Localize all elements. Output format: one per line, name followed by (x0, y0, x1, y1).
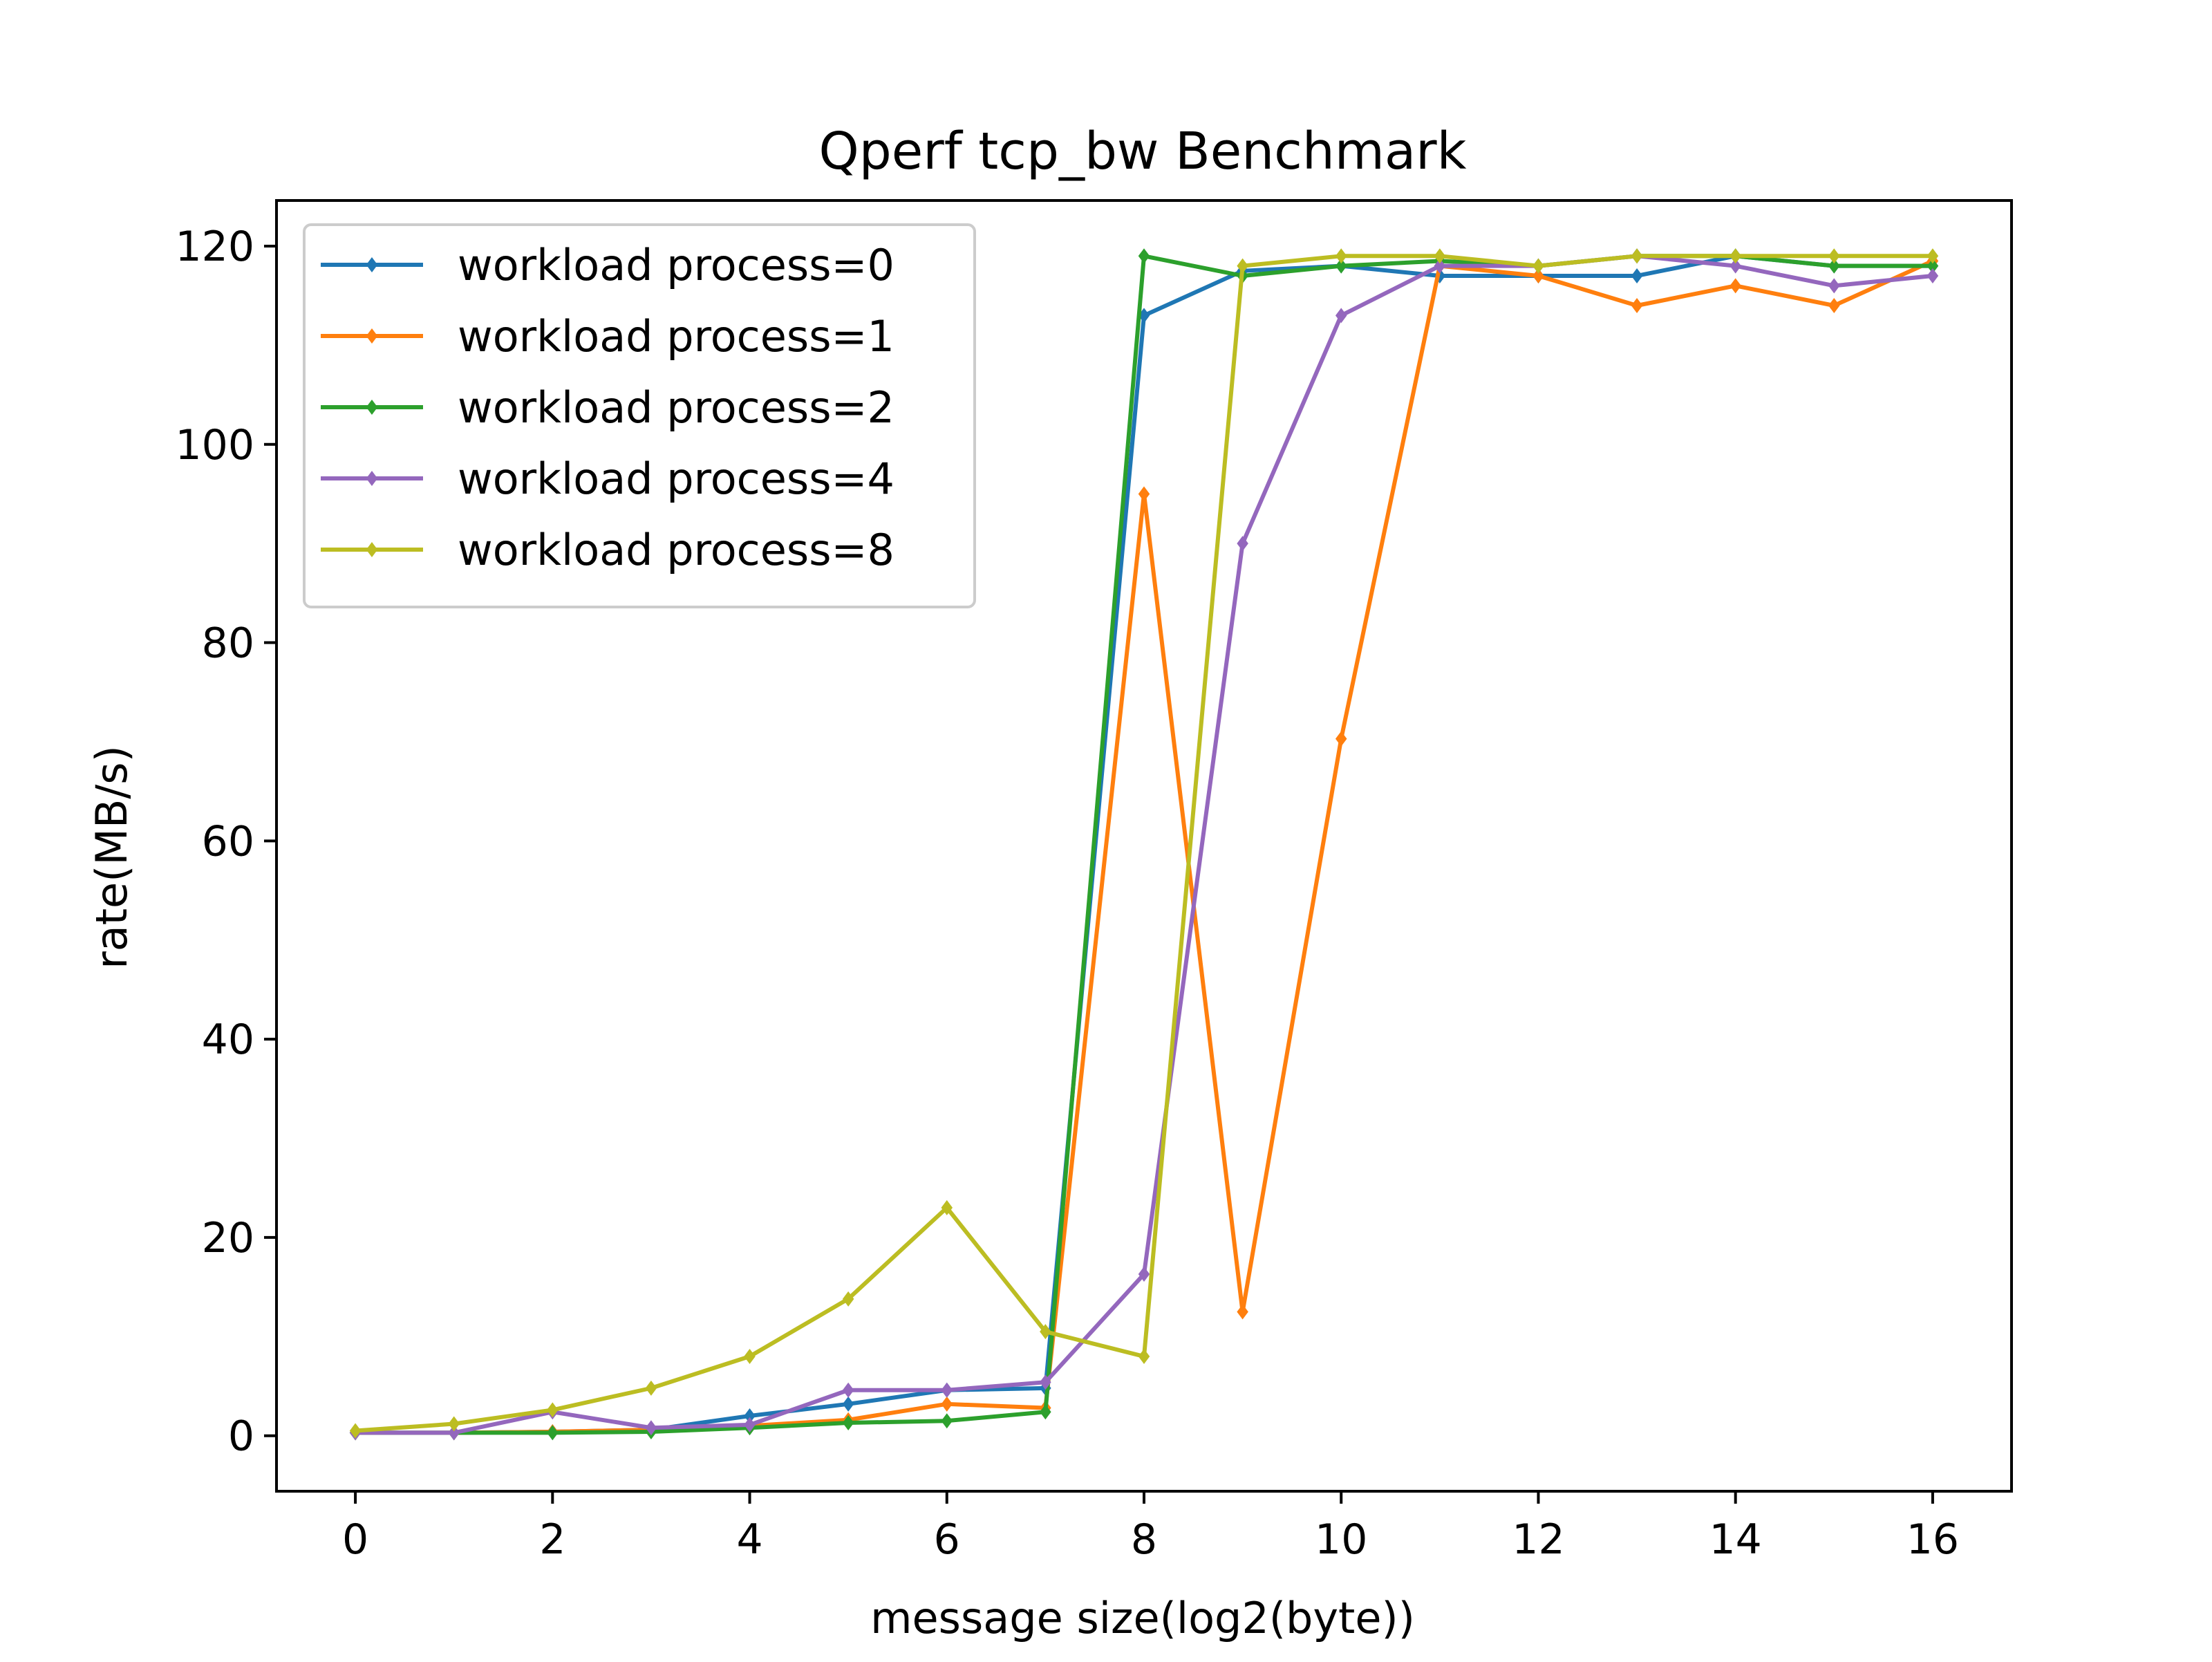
data-point (744, 1417, 756, 1432)
x-tick-label: 16 (1906, 1515, 1959, 1564)
legend-marker (366, 257, 378, 272)
legend-item: workload process=1 (321, 311, 894, 362)
data-point (1434, 248, 1446, 264)
data-point (1730, 278, 1741, 294)
x-tick-label: 14 (1709, 1515, 1762, 1564)
data-point (744, 1408, 756, 1424)
legend: workload process=0 workload process=1 work… (303, 223, 976, 608)
data-point (1138, 248, 1150, 264)
data-point (1138, 1348, 1150, 1364)
data-point (1335, 731, 1347, 747)
data-point (1138, 486, 1150, 502)
x-tick-label: 10 (1315, 1515, 1367, 1564)
data-point (1927, 258, 1939, 274)
data-point (1631, 268, 1643, 283)
x-axis: 0 2 4 6 8 10 12 14 16 (342, 1491, 1959, 1564)
data-point (1730, 248, 1741, 264)
data-point (1828, 258, 1840, 274)
data-point (1040, 1324, 1051, 1340)
x-tick-label: 0 (342, 1515, 368, 1564)
legend-marker (366, 471, 378, 486)
y-tick-label: 0 (228, 1412, 254, 1461)
series-4 (349, 248, 1939, 1439)
data-point (547, 1402, 559, 1418)
data-point (1828, 278, 1840, 294)
data-point (1138, 1266, 1150, 1282)
legend-item: workload process=0 (321, 240, 894, 290)
legend-item: workload process=8 (321, 525, 894, 575)
data-point (941, 1413, 953, 1429)
legend-item: workload process=4 (321, 454, 894, 504)
data-point (1927, 248, 1939, 264)
data-point (941, 1396, 953, 1412)
x-tick-label: 4 (736, 1515, 762, 1564)
data-point (1631, 248, 1643, 264)
legend-marker (366, 400, 378, 415)
x-tick-label: 8 (1131, 1515, 1157, 1564)
data-point (842, 1382, 854, 1398)
data-point (645, 1420, 657, 1436)
data-point (1335, 308, 1347, 324)
legend-label: workload process=2 (458, 382, 894, 433)
data-point (744, 1348, 756, 1364)
data-point (1335, 248, 1347, 264)
data-point (1828, 297, 1840, 313)
data-point (842, 1396, 854, 1412)
legend-marker (366, 542, 378, 557)
data-point (1533, 268, 1544, 283)
chart-title: Qperf tcp_bw Benchmark (819, 122, 1467, 181)
legend-label: workload process=1 (458, 311, 894, 362)
y-tick-label: 80 (202, 619, 254, 668)
data-point (941, 1382, 953, 1398)
y-axis: 0 20 40 60 80 100 120 (175, 223, 276, 1461)
legend-box (303, 223, 976, 608)
data-point (842, 1291, 854, 1307)
data-point (1040, 1404, 1051, 1420)
data-point (1434, 258, 1446, 274)
data-point (547, 1425, 559, 1441)
legend-label: workload process=8 (458, 525, 894, 575)
data-point (349, 1423, 362, 1439)
y-tick-label: 60 (202, 817, 254, 866)
data-point (1040, 1374, 1051, 1390)
data-point (1730, 258, 1741, 274)
x-tick-label: 2 (539, 1515, 565, 1564)
data-point (1533, 258, 1544, 274)
data-point (448, 1425, 460, 1441)
y-tick-label: 40 (202, 1016, 254, 1064)
y-axis-label: rate(MB/s) (86, 745, 137, 969)
data-point (1927, 268, 1939, 283)
data-point (645, 1380, 657, 1396)
x-tick-label: 6 (934, 1515, 960, 1564)
data-point (1828, 248, 1840, 264)
data-point (941, 1199, 953, 1215)
data-point (1237, 536, 1248, 552)
data-point (448, 1416, 460, 1432)
y-tick-label: 120 (175, 223, 254, 271)
x-tick-label: 12 (1512, 1515, 1564, 1564)
data-point (1631, 297, 1643, 313)
legend-label: workload process=0 (458, 240, 894, 290)
data-point (1237, 258, 1248, 274)
data-point (842, 1415, 854, 1431)
x-axis-label: message size(log2(byte)) (870, 1593, 1415, 1643)
data-point (1335, 258, 1347, 274)
plot-series (349, 248, 1939, 1441)
y-tick-label: 100 (175, 421, 254, 469)
legend-item: workload process=2 (321, 382, 894, 433)
y-tick-label: 20 (202, 1214, 254, 1262)
legend-label: workload process=4 (458, 454, 894, 504)
legend-marker (366, 328, 378, 344)
data-point (1237, 1304, 1248, 1320)
